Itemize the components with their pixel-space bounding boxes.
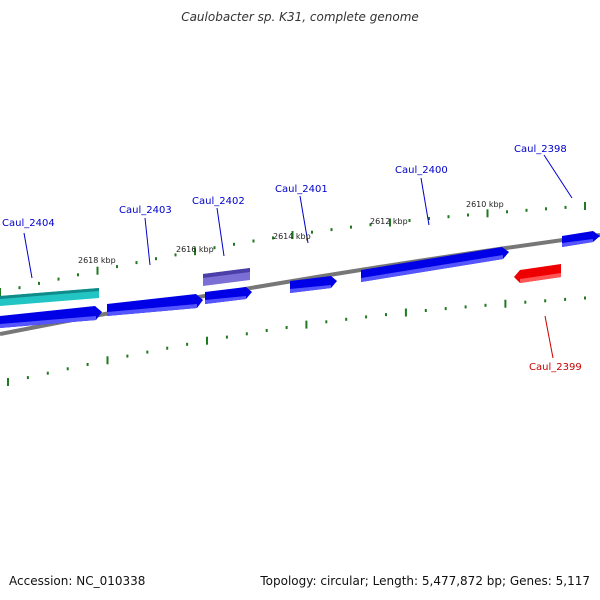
gene-label-caul-2402: Caul_2402 bbox=[192, 196, 245, 207]
tick-label-2614: 2614 kbp bbox=[273, 232, 311, 241]
tick-label-2610: 2610 kbp bbox=[466, 200, 504, 209]
tick-label-2612: 2612 kbp bbox=[370, 217, 408, 226]
label-leader-lines bbox=[23, 154, 573, 359]
gene-label-caul-2398: Caul_2398 bbox=[514, 144, 567, 155]
genome-summary-text: Topology: circular; Length: 5,477,872 bp… bbox=[260, 574, 590, 588]
accession-text: Accession: NC_010338 bbox=[9, 574, 146, 588]
gene-label-caul-2400: Caul_2400 bbox=[395, 165, 448, 176]
outer-tick-ring bbox=[0, 202, 586, 296]
gene-label-caul-2404: Caul_2404 bbox=[2, 218, 55, 229]
gene-label-caul-2403: Caul_2403 bbox=[119, 205, 172, 216]
gene-feature-left[interactable] bbox=[0, 306, 102, 328]
gene-caul-2400-feature[interactable] bbox=[361, 247, 509, 282]
gene-label-caul-2401: Caul_2401 bbox=[275, 184, 328, 195]
gene-caul-2399-feature[interactable] bbox=[514, 264, 561, 283]
tick-label-2616: 2616 kbp bbox=[176, 245, 214, 254]
gene-caul-2401-feature[interactable] bbox=[290, 276, 337, 293]
gene-caul-2404-feature[interactable] bbox=[0, 288, 99, 306]
tick-label-2618: 2618 kbp bbox=[78, 256, 116, 265]
gene-label-caul-2399: Caul_2399 bbox=[529, 362, 582, 373]
gene-caul-2398-feature[interactable] bbox=[562, 231, 600, 247]
gene-caul-2403-feature[interactable] bbox=[107, 294, 203, 316]
gene-caul-2402-feature[interactable] bbox=[203, 268, 250, 286]
gene-caul-2402-arrow[interactable] bbox=[205, 287, 252, 304]
inner-tick-ring bbox=[7, 296, 586, 386]
genome-title: Caulobacter sp. K31, complete genome bbox=[181, 10, 419, 24]
